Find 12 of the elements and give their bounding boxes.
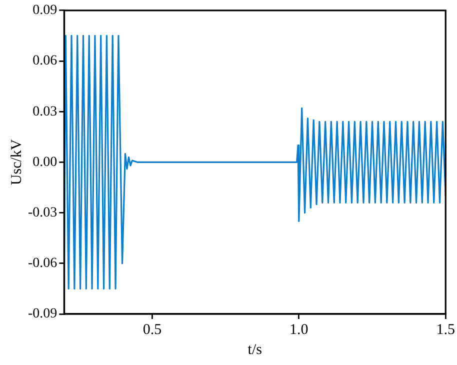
y-tick-label: 0.03 [32,104,58,120]
x-tick-label: 1.0 [290,322,308,338]
y-tick-label: 0.06 [32,54,58,69]
y-axis-title: Usc/kV [8,139,25,186]
y-tick-label: -0.03 [28,205,58,220]
x-axis-title: t/s [248,342,262,358]
y-tick-label: 0.00 [32,154,58,170]
y-tick-label: -0.06 [28,256,58,272]
y-tick-label: -0.09 [28,306,58,322]
y-tick-label: 0.09 [32,3,58,18]
x-tick-label: 0.5 [142,322,162,338]
x-tick-label: 1.5 [436,322,455,338]
